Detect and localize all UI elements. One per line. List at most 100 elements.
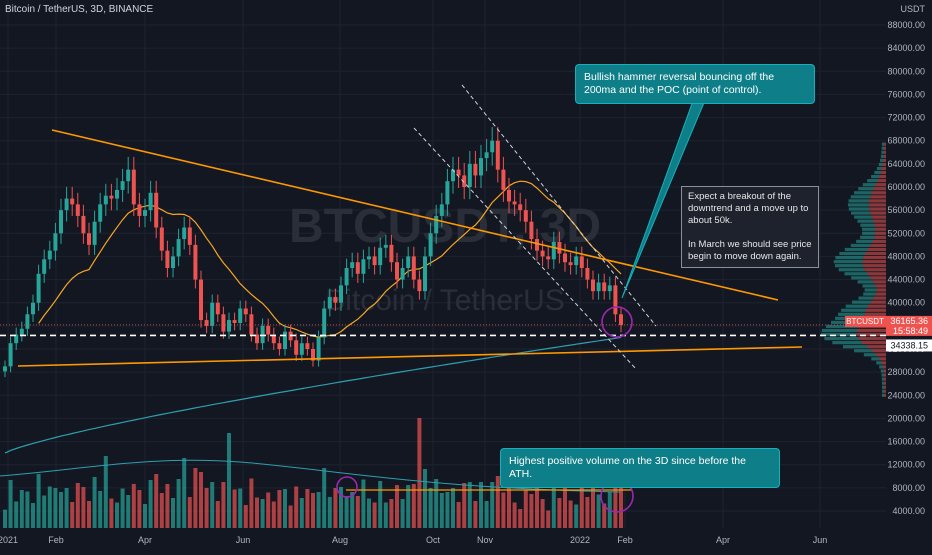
price-axis-bg — [886, 0, 932, 550]
volume-bar — [98, 491, 103, 528]
volume-bar — [120, 488, 125, 528]
volume-profile-bar — [880, 158, 884, 162]
candle-body — [59, 210, 63, 234]
volume-profile-bar — [871, 215, 886, 219]
volume-bar — [596, 494, 601, 528]
candle-body — [199, 279, 203, 321]
candle-body — [484, 152, 489, 159]
time-tick-label: Feb — [617, 535, 633, 545]
volume-profile-bar — [854, 191, 872, 195]
price-axis-currency: USDT — [901, 4, 926, 14]
volume-bar — [294, 486, 299, 528]
volume-bar — [103, 456, 108, 528]
volume-profile-bar — [881, 146, 885, 150]
volume-bar — [25, 491, 30, 528]
candle-body — [221, 314, 226, 332]
volume-bar — [451, 488, 455, 528]
candle-body — [103, 195, 108, 205]
price-tick-label: 16000.00 — [887, 437, 925, 447]
volume-bar — [137, 490, 142, 528]
volume-profile-bar — [875, 183, 886, 187]
volume-bar — [31, 503, 35, 528]
volume-profile-bar — [873, 280, 886, 284]
volume-profile-bar — [876, 166, 882, 171]
volume-note[interactable]: Highest positive volume on the 3D since … — [500, 448, 780, 488]
volume-profile-bar — [874, 235, 886, 239]
volume-profile-bar — [878, 162, 883, 167]
hammer-note[interactable]: Bullish hammer reversal bouncing off the… — [575, 64, 815, 104]
volume-profile-bar — [884, 142, 886, 146]
volume-profile-bar — [834, 264, 864, 268]
candle-body — [607, 285, 612, 292]
volume-profile-bar — [848, 207, 870, 211]
volume-profile-bar — [883, 158, 886, 162]
volume-profile-bar — [867, 179, 878, 183]
volume-bar — [535, 485, 539, 528]
volume-profile-bar — [857, 328, 886, 333]
volume-profile-bar — [881, 166, 886, 171]
volume-profile-bar — [879, 357, 886, 361]
descending-resistance-line — [51, 129, 779, 301]
candle-body — [243, 308, 248, 315]
candle-body — [131, 169, 136, 205]
volume-profile-bar — [884, 146, 886, 150]
price-tick-label: 44000.00 — [887, 275, 925, 285]
price-tick-label: 72000.00 — [887, 113, 925, 123]
volume-profile-bar — [879, 365, 883, 369]
volume-bar — [563, 486, 567, 528]
volume-profile-bar — [875, 284, 886, 288]
volume-bar — [613, 480, 618, 528]
volume-profile-bar — [881, 389, 885, 393]
time-axis[interactable]: 2021 Feb Apr Jun Aug Oct Nov 2022 Feb Apr Jun — [0, 535, 827, 545]
candle-body — [210, 302, 215, 326]
candle-body — [378, 247, 383, 266]
volume-profile-bar — [858, 296, 874, 300]
volume-profile-bar — [873, 296, 886, 300]
channel-lower-line — [413, 127, 637, 370]
breakout-note-line-1: Expect a breakout of the downtrend and a… — [688, 191, 809, 226]
volume-profile-bar — [833, 260, 863, 264]
volume-bar — [176, 479, 181, 528]
price-axis[interactable]: USDT 88000.00 84000.00 80000.00 76000.00 7200… — [845, 0, 932, 550]
candle-body — [579, 256, 584, 268]
candle-body — [126, 169, 131, 182]
volume-bar — [19, 490, 24, 528]
time-tick-label: 2022 — [570, 535, 590, 545]
volume-bar — [423, 469, 427, 528]
breakout-note[interactable]: Expect a breakout of the downtrend and a… — [681, 186, 819, 268]
volume-profile-bar — [871, 349, 886, 353]
volume-bar — [395, 485, 399, 528]
last-price-symbol-tag — [845, 315, 886, 327]
volume-profile-bar — [881, 142, 885, 146]
poc-price-tag — [886, 339, 932, 352]
time-tick-label: Feb — [48, 535, 64, 545]
volume-profile-bar — [875, 292, 886, 296]
volume-bar — [512, 502, 517, 528]
symbol-watermark: BTCUSDT, 3D Bitcoin / TetherUS — [289, 200, 601, 317]
volume-bar — [227, 433, 231, 528]
volume-profile-bar — [852, 300, 871, 304]
last-price-value: 36165.36 — [890, 316, 928, 326]
volume-bar — [255, 497, 259, 528]
volume-profile-bar — [854, 349, 872, 353]
volume-bar — [579, 488, 584, 528]
time-tick-label: 2021 — [0, 535, 18, 545]
candle-body — [428, 233, 433, 257]
candle-body — [322, 308, 327, 338]
volume-bar — [557, 498, 562, 528]
volume-profile-bar — [862, 231, 876, 235]
candle-body — [53, 233, 58, 251]
volume-bar — [271, 501, 276, 528]
candle-body — [523, 210, 528, 222]
volume-bar — [619, 482, 623, 528]
volume-profile-bar — [864, 312, 886, 316]
volume-profile-bar — [842, 345, 867, 349]
volume-profile-bar — [882, 365, 886, 369]
candle-body — [98, 204, 103, 222]
volume-profile-bar — [824, 336, 859, 341]
volume-profile-bar — [863, 292, 876, 296]
candle-body — [456, 169, 461, 176]
candle-body — [8, 343, 13, 367]
